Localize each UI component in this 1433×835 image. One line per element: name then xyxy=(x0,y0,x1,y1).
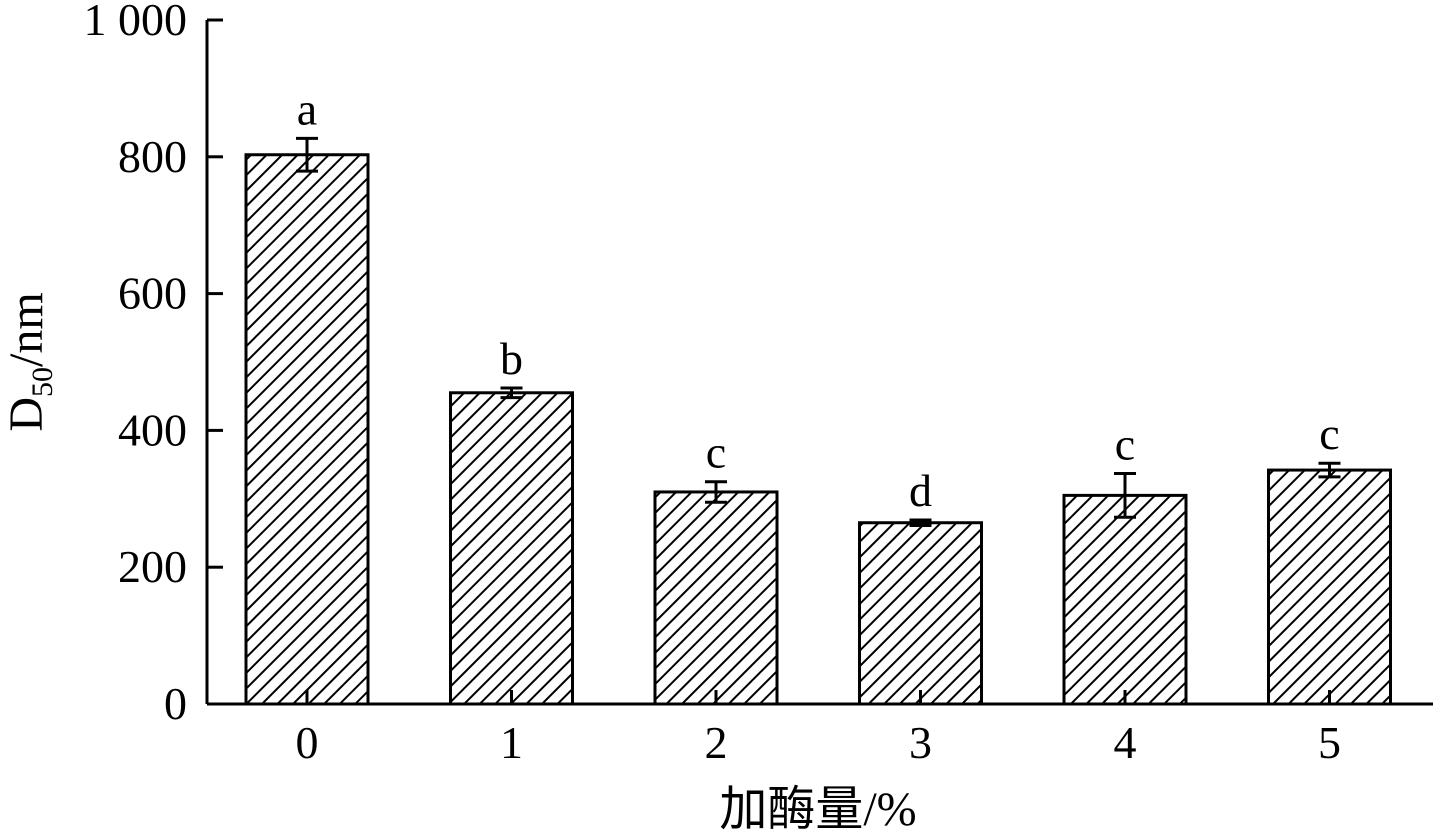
y-axis-title-main: D xyxy=(0,397,53,432)
x-tick-label: 3 xyxy=(909,717,932,768)
y-tick-label: 800 xyxy=(118,131,187,182)
significance-label: c xyxy=(1115,418,1135,469)
bar xyxy=(653,490,779,706)
significance-labels-group: a b c d c c xyxy=(297,83,1340,516)
x-tick-label: 4 xyxy=(1114,717,1137,768)
bar xyxy=(1267,468,1392,706)
error-bars-group xyxy=(296,136,1341,527)
y-tick-label: 1 000 xyxy=(84,0,188,45)
significance-label: b xyxy=(500,333,523,384)
significance-label: d xyxy=(909,465,932,516)
axes xyxy=(205,20,1433,706)
significance-label: a xyxy=(297,83,317,134)
bar xyxy=(1062,493,1188,706)
significance-label: c xyxy=(1319,408,1339,459)
y-axis-title-unit: /nm xyxy=(0,292,53,367)
y-tick-label: 200 xyxy=(118,541,187,592)
x-tick-label: 0 xyxy=(296,717,319,768)
y-axis-title: D50/nm xyxy=(0,292,59,431)
axis-titles-group: 加酶量/% D50/nm xyxy=(0,292,917,835)
bars-group xyxy=(244,153,1392,706)
y-tick-label: 400 xyxy=(118,404,187,455)
bar xyxy=(858,521,983,706)
x-axis-title: 加酶量/% xyxy=(719,783,916,835)
x-tick-label: 2 xyxy=(705,717,728,768)
x-tick-label: 5 xyxy=(1318,717,1341,768)
bar xyxy=(449,391,574,706)
significance-label: c xyxy=(706,427,726,478)
ticks-group: 0 200 400 600 800 1 000 0 1 2 3 4 5 xyxy=(84,0,1342,768)
x-tick-label: 1 xyxy=(500,717,523,768)
y-tick-label: 0 xyxy=(164,678,187,729)
y-tick-label: 600 xyxy=(118,268,187,319)
bar xyxy=(244,153,370,706)
y-axis-title-subscript: 50 xyxy=(26,367,59,397)
